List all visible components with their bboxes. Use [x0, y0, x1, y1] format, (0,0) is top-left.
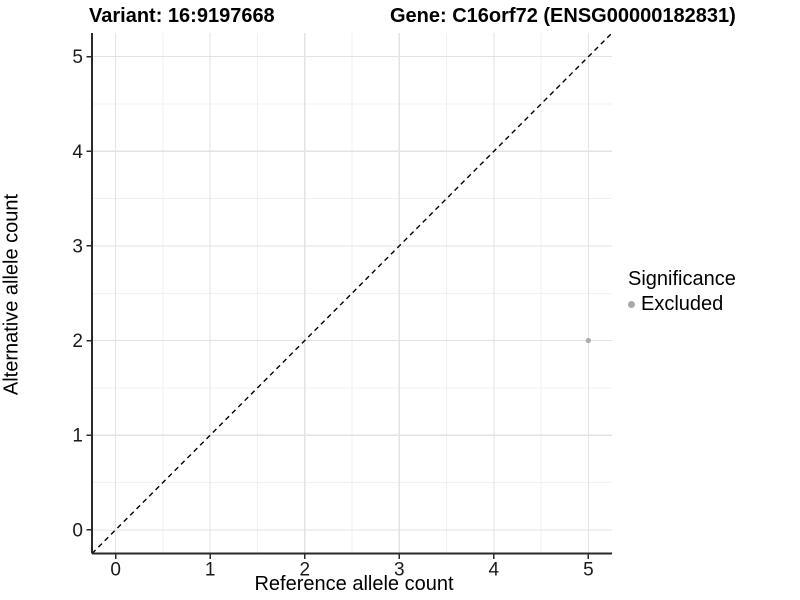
legend-item-label: Excluded: [641, 293, 724, 315]
legend-title: Significance: [628, 268, 736, 290]
legend-key-dot-icon: [628, 301, 635, 308]
x-tick-label: 5: [583, 560, 594, 581]
y-tick-label: 2: [72, 331, 83, 352]
y-tick-label: 1: [72, 426, 83, 447]
legend-item-excluded: Excluded: [628, 293, 736, 316]
x-tick-label: 0: [110, 560, 121, 581]
x-tick-label: 2: [299, 560, 310, 581]
x-tick-label: 3: [394, 560, 405, 581]
plot-title-variant: Variant: 16:9197668: [89, 5, 275, 27]
x-axis-title: Reference allele count: [254, 573, 454, 595]
data-point: [585, 337, 591, 344]
y-axis-title: Alternative allele count: [0, 193, 23, 396]
y-tick-label: 4: [72, 142, 83, 163]
y-tick-label: 5: [72, 47, 83, 68]
identity-reference-line: [91, 32, 613, 554]
x-tick-label: 4: [489, 560, 500, 581]
y-tick-label: 0: [72, 520, 83, 541]
y-tick-label: 3: [72, 236, 83, 257]
plot-title-gene: Gene: C16orf72 (ENSG00000182831): [390, 5, 736, 27]
legend: Significance Excluded: [628, 268, 736, 316]
x-tick-label: 1: [205, 560, 216, 581]
